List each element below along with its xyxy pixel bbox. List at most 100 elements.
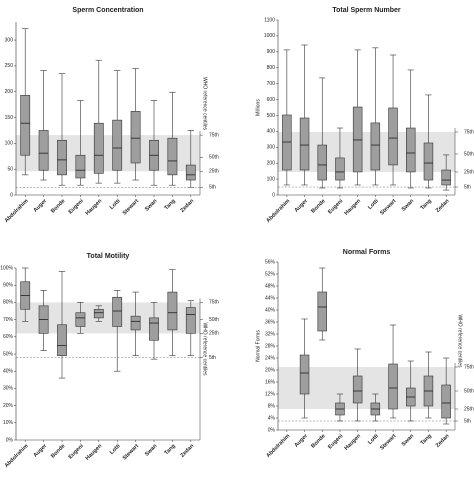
box xyxy=(167,291,178,331)
y-tick-label: 8% xyxy=(268,403,276,409)
box xyxy=(149,317,159,341)
y-tick-label: 44% xyxy=(265,295,276,301)
y-tick-label: 16% xyxy=(265,379,276,385)
reference-label: 25th xyxy=(464,169,474,175)
box xyxy=(93,122,104,174)
box xyxy=(185,307,196,334)
y-tick-label: 100% xyxy=(0,265,13,271)
box xyxy=(317,144,327,181)
box xyxy=(370,122,381,171)
reference-label: 5th xyxy=(209,185,216,191)
box xyxy=(75,312,86,327)
y-tick-label: 200 xyxy=(267,161,276,167)
box xyxy=(57,324,67,357)
y-tick-label: 12% xyxy=(265,391,276,397)
y-tick-label: 250 xyxy=(5,63,14,69)
box xyxy=(75,154,86,179)
box xyxy=(441,384,451,419)
chart-title: Total Sperm Number xyxy=(332,7,401,14)
reference-label: 50th xyxy=(464,151,474,157)
box xyxy=(335,157,345,181)
y-tick-label: 30% xyxy=(3,386,14,392)
reference-label: 75th xyxy=(209,132,219,138)
reference-label: 50th xyxy=(209,317,219,323)
box xyxy=(299,117,310,171)
box xyxy=(167,137,178,176)
y-tick-label: 20% xyxy=(3,403,14,409)
box xyxy=(299,354,310,395)
y-tick-label: 1100 xyxy=(264,17,275,23)
box xyxy=(406,127,416,173)
reference-label: 75th xyxy=(464,364,474,370)
chart-title: Normal Forms xyxy=(343,249,391,256)
box xyxy=(20,95,31,156)
y-tick-label: 52% xyxy=(265,271,276,277)
y-tick-label: 50% xyxy=(3,351,14,357)
y-tick-label: 24% xyxy=(265,355,276,361)
box xyxy=(352,106,363,173)
reference-label: 5th xyxy=(209,355,216,361)
y-tick-label: 40% xyxy=(265,307,276,313)
y-tick-label: 0% xyxy=(6,437,14,443)
box xyxy=(130,315,141,331)
y-tick-label: 90% xyxy=(3,283,14,289)
y-tick-label: 300 xyxy=(5,37,14,43)
y-tick-label: 0% xyxy=(268,427,276,433)
y-tick-label: 80% xyxy=(3,300,14,306)
y-tick-label: 10% xyxy=(3,420,14,426)
y-tick-label: 150 xyxy=(5,115,14,121)
box xyxy=(112,119,123,171)
y-tick-label: 0 xyxy=(10,192,13,198)
box xyxy=(130,111,141,164)
y-tick-label: 400 xyxy=(267,129,276,135)
y-tick-label: 900 xyxy=(267,49,276,55)
y-tick-label: 500 xyxy=(267,113,276,119)
box xyxy=(317,291,327,332)
reference-label: 5th xyxy=(464,184,471,190)
box xyxy=(441,169,451,186)
y-axis-label: Normal Forms xyxy=(255,330,261,362)
y-tick-label: 36% xyxy=(265,319,276,325)
y-tick-label: 28% xyxy=(265,343,276,349)
box xyxy=(93,308,104,319)
y-tick-label: 1000 xyxy=(264,33,275,39)
y-tick-label: 100 xyxy=(267,176,276,182)
y-tick-label: 200 xyxy=(5,89,14,95)
y-tick-label: 48% xyxy=(265,283,276,289)
reference-label: 25th xyxy=(209,331,219,337)
box xyxy=(388,363,398,410)
y-tick-label: 50 xyxy=(7,167,13,173)
box xyxy=(282,114,292,171)
y-tick-label: 20% xyxy=(265,367,276,373)
box xyxy=(388,107,398,166)
y-tick-label: 4% xyxy=(268,415,276,421)
y-tick-label: 300 xyxy=(267,145,276,151)
reference-label: 5th xyxy=(464,418,471,424)
y-tick-label: 32% xyxy=(265,331,276,337)
chart-title: Sperm Concentration xyxy=(72,7,143,14)
box xyxy=(185,164,196,181)
box xyxy=(57,139,67,176)
y-tick-label: 600 xyxy=(267,97,276,103)
y-tick-label: 700 xyxy=(267,81,276,87)
box xyxy=(112,296,123,327)
box xyxy=(38,130,49,171)
y-tick-label: 40% xyxy=(3,369,14,375)
reference-label: 50th xyxy=(464,388,474,394)
reference-title: WHO reference centiles xyxy=(202,77,208,131)
y-tick-label: 0 xyxy=(272,192,275,198)
reference-label: 25th xyxy=(209,169,219,175)
reference-label: 50th xyxy=(209,155,219,161)
y-axis-label: Millions xyxy=(255,99,261,116)
y-tick-label: 60% xyxy=(3,334,14,340)
y-tick-label: 800 xyxy=(267,65,276,71)
y-tick-label: 70% xyxy=(3,317,14,323)
y-tick-label: 56% xyxy=(265,259,276,265)
box xyxy=(423,142,434,181)
reference-title: WHO reference centiles xyxy=(202,322,208,376)
box xyxy=(352,375,363,404)
reference-title: WHO reference centiles xyxy=(457,314,463,368)
reference-label: 75th xyxy=(464,129,474,135)
reference-label: 25th xyxy=(464,406,474,412)
